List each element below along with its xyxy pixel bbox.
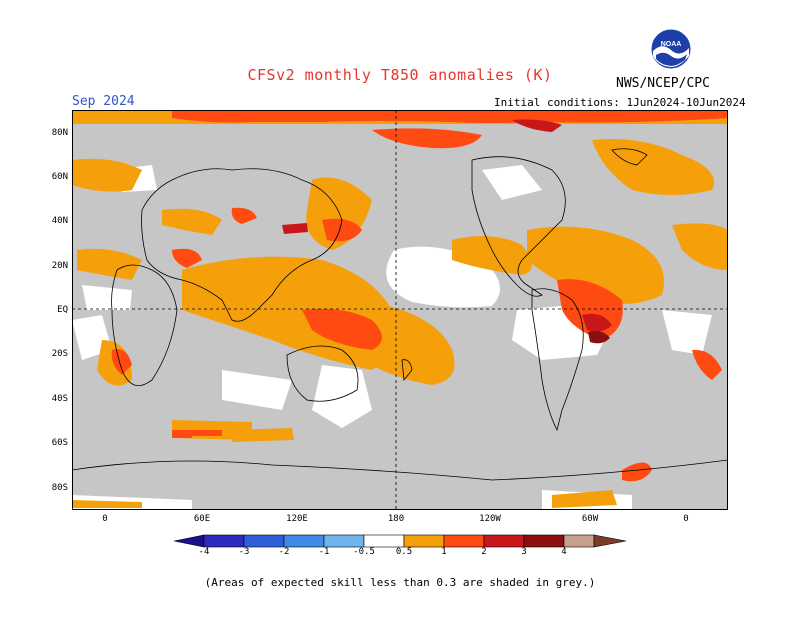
anomaly-2-3 (282, 119, 612, 332)
forecast-period: Sep 2024 (72, 94, 135, 109)
lat-label: 80S (51, 483, 68, 493)
anomaly-3-4 (588, 330, 610, 344)
colorbar-swatch (403, 534, 445, 548)
lon-label: 180 (387, 514, 405, 524)
colorbar-swatch (363, 534, 405, 548)
grid-lines (72, 110, 728, 510)
lat-label: 60N (51, 172, 68, 182)
map-frame (72, 110, 728, 510)
chart-title: CFSv2 monthly T850 anomalies (K) (247, 66, 553, 84)
skill-footnote: (Areas of expected skill less than 0.3 a… (204, 576, 596, 589)
colorbar-label: 3 (521, 547, 527, 557)
colorbar-swatch (523, 534, 565, 548)
continent-outlines (72, 148, 728, 481)
colorbar-label: -3 (238, 547, 250, 557)
lon-label: 0 (683, 514, 689, 524)
lon-label: 120W (479, 514, 501, 524)
colorbar-swatch (283, 534, 325, 548)
colorbar-label: 4 (561, 547, 567, 557)
lat-label: 20S (51, 349, 68, 359)
colorbar-swatch (483, 534, 525, 548)
lat-label: EQ (57, 305, 68, 315)
agency-label: NWS/NCEP/CPC (616, 76, 710, 91)
logo-text: NOAA (661, 41, 682, 48)
colorbar-swatch (563, 534, 595, 548)
colorbar-swatch (443, 534, 485, 548)
colorbar (174, 534, 627, 548)
colorbar-label: -2 (278, 547, 290, 557)
colorbar-label: 2 (481, 547, 487, 557)
lon-label: 120E (286, 514, 308, 524)
colorbar-label: -1 (318, 547, 330, 557)
colorbar-arrow-max (593, 534, 627, 548)
lat-label: 80N (51, 128, 68, 138)
colorbar-swatch (203, 534, 245, 548)
lat-label: 60S (51, 438, 68, 448)
colorbar-label: -4 (198, 547, 210, 557)
colorbar-swatch (243, 534, 285, 548)
colorbar-arrow-min (174, 534, 205, 548)
lat-label: 40N (51, 216, 68, 226)
initial-conditions: Initial conditions: 1Jun2024-10Jun2024 (494, 96, 746, 109)
noaa-logo: NOAA (650, 28, 692, 70)
colorbar-label: 1 (441, 547, 447, 557)
lat-label: 40S (51, 394, 68, 404)
lon-label: 60W (581, 514, 599, 524)
colorbar-label: 0.5 (395, 547, 413, 557)
lat-label: 20N (51, 261, 68, 271)
colorbar-label: -0.5 (353, 547, 375, 557)
colorbar-swatch (323, 534, 365, 548)
anomaly-map (72, 110, 728, 510)
lon-label: 60E (193, 514, 211, 524)
lon-label: 0 (102, 514, 108, 524)
